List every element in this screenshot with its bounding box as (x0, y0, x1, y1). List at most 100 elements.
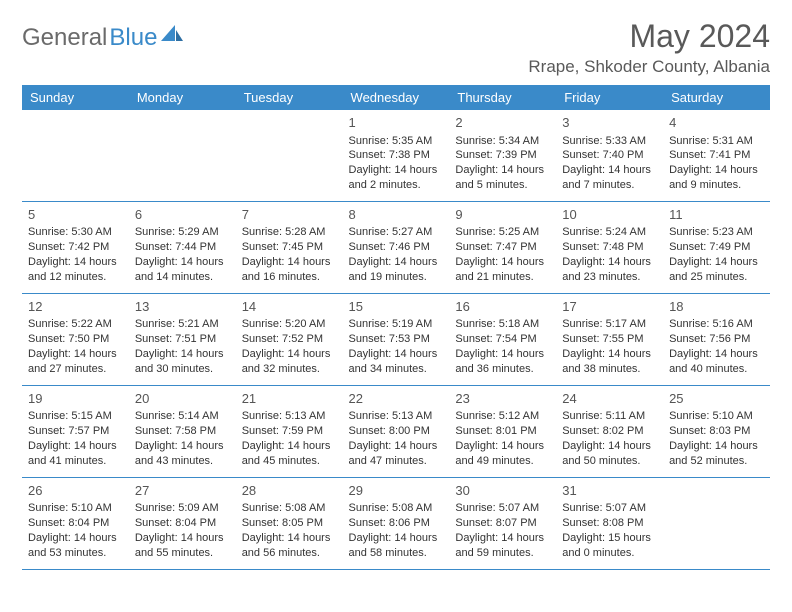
day-number: 1 (349, 114, 444, 132)
day-number: 25 (669, 390, 764, 408)
sunset-line: Sunset: 7:52 PM (242, 332, 337, 347)
weekday-header: Saturday (663, 85, 770, 110)
day-cell: 24Sunrise: 5:11 AMSunset: 8:02 PMDayligh… (556, 385, 663, 477)
brand-logo: GeneralBlue (22, 18, 183, 52)
day-cell: 20Sunrise: 5:14 AMSunset: 7:58 PMDayligh… (129, 385, 236, 477)
day-cell: 19Sunrise: 5:15 AMSunset: 7:57 PMDayligh… (22, 385, 129, 477)
sunset-line: Sunset: 7:44 PM (135, 240, 230, 255)
sunset-line: Sunset: 8:05 PM (242, 516, 337, 531)
table-row: 19Sunrise: 5:15 AMSunset: 7:57 PMDayligh… (22, 385, 770, 477)
daylight-line: Daylight: 14 hours and 7 minutes. (562, 163, 657, 193)
daylight-line: Daylight: 14 hours and 27 minutes. (28, 347, 123, 377)
sunrise-line: Sunrise: 5:25 AM (455, 225, 550, 240)
weekday-header: Friday (556, 85, 663, 110)
sunrise-line: Sunrise: 5:17 AM (562, 317, 657, 332)
day-number: 21 (242, 390, 337, 408)
sunset-line: Sunset: 8:07 PM (455, 516, 550, 531)
sunrise-line: Sunrise: 5:12 AM (455, 409, 550, 424)
daylight-line: Daylight: 14 hours and 30 minutes. (135, 347, 230, 377)
daylight-line: Daylight: 14 hours and 56 minutes. (242, 531, 337, 561)
day-number: 4 (669, 114, 764, 132)
weekday-header: Thursday (449, 85, 556, 110)
sunset-line: Sunset: 7:50 PM (28, 332, 123, 347)
brand-part2: Blue (109, 24, 157, 52)
calendar-table: SundayMondayTuesdayWednesdayThursdayFrid… (22, 85, 770, 570)
sunrise-line: Sunrise: 5:35 AM (349, 134, 444, 149)
daylight-line: Daylight: 14 hours and 38 minutes. (562, 347, 657, 377)
brand-part1: General (22, 24, 107, 52)
day-number: 28 (242, 482, 337, 500)
sunset-line: Sunset: 7:41 PM (669, 148, 764, 163)
sunset-line: Sunset: 8:02 PM (562, 424, 657, 439)
day-cell: 22Sunrise: 5:13 AMSunset: 8:00 PMDayligh… (343, 385, 450, 477)
sunset-line: Sunset: 8:04 PM (28, 516, 123, 531)
day-number: 3 (562, 114, 657, 132)
sunset-line: Sunset: 8:06 PM (349, 516, 444, 531)
weekday-header: Wednesday (343, 85, 450, 110)
sunset-line: Sunset: 7:40 PM (562, 148, 657, 163)
daylight-line: Daylight: 14 hours and 16 minutes. (242, 255, 337, 285)
day-cell: 25Sunrise: 5:10 AMSunset: 8:03 PMDayligh… (663, 385, 770, 477)
day-number: 29 (349, 482, 444, 500)
daylight-line: Daylight: 14 hours and 5 minutes. (455, 163, 550, 193)
daylight-line: Daylight: 14 hours and 34 minutes. (349, 347, 444, 377)
table-row: 12Sunrise: 5:22 AMSunset: 7:50 PMDayligh… (22, 293, 770, 385)
day-cell: 31Sunrise: 5:07 AMSunset: 8:08 PMDayligh… (556, 477, 663, 569)
daylight-line: Daylight: 14 hours and 19 minutes. (349, 255, 444, 285)
day-cell: 6Sunrise: 5:29 AMSunset: 7:44 PMDaylight… (129, 201, 236, 293)
day-number: 8 (349, 206, 444, 224)
day-cell: 21Sunrise: 5:13 AMSunset: 7:59 PMDayligh… (236, 385, 343, 477)
day-cell: 9Sunrise: 5:25 AMSunset: 7:47 PMDaylight… (449, 201, 556, 293)
sunrise-line: Sunrise: 5:21 AM (135, 317, 230, 332)
sunrise-line: Sunrise: 5:10 AM (669, 409, 764, 424)
sunrise-line: Sunrise: 5:20 AM (242, 317, 337, 332)
sunrise-line: Sunrise: 5:16 AM (669, 317, 764, 332)
sunrise-line: Sunrise: 5:33 AM (562, 134, 657, 149)
sunset-line: Sunset: 8:01 PM (455, 424, 550, 439)
sunrise-line: Sunrise: 5:34 AM (455, 134, 550, 149)
daylight-line: Daylight: 14 hours and 23 minutes. (562, 255, 657, 285)
location: Rrape, Shkoder County, Albania (528, 57, 770, 77)
day-number: 5 (28, 206, 123, 224)
day-number: 12 (28, 298, 123, 316)
sunset-line: Sunset: 7:58 PM (135, 424, 230, 439)
day-cell: 30Sunrise: 5:07 AMSunset: 8:07 PMDayligh… (449, 477, 556, 569)
sunrise-line: Sunrise: 5:13 AM (242, 409, 337, 424)
sunset-line: Sunset: 7:53 PM (349, 332, 444, 347)
sunrise-line: Sunrise: 5:10 AM (28, 501, 123, 516)
day-number: 11 (669, 206, 764, 224)
day-cell: 10Sunrise: 5:24 AMSunset: 7:48 PMDayligh… (556, 201, 663, 293)
daylight-line: Daylight: 14 hours and 40 minutes. (669, 347, 764, 377)
sail-icon (161, 25, 183, 48)
daylight-line: Daylight: 14 hours and 41 minutes. (28, 439, 123, 469)
daylight-line: Daylight: 14 hours and 59 minutes. (455, 531, 550, 561)
sunset-line: Sunset: 7:54 PM (455, 332, 550, 347)
daylight-line: Daylight: 14 hours and 55 minutes. (135, 531, 230, 561)
daylight-line: Daylight: 14 hours and 53 minutes. (28, 531, 123, 561)
sunset-line: Sunset: 7:46 PM (349, 240, 444, 255)
table-row: 5Sunrise: 5:30 AMSunset: 7:42 PMDaylight… (22, 201, 770, 293)
sunset-line: Sunset: 7:56 PM (669, 332, 764, 347)
daylight-line: Daylight: 14 hours and 50 minutes. (562, 439, 657, 469)
sunset-line: Sunset: 7:39 PM (455, 148, 550, 163)
daylight-line: Daylight: 14 hours and 58 minutes. (349, 531, 444, 561)
sunrise-line: Sunrise: 5:07 AM (455, 501, 550, 516)
weekday-header: Sunday (22, 85, 129, 110)
day-cell: 29Sunrise: 5:08 AMSunset: 8:06 PMDayligh… (343, 477, 450, 569)
day-number: 15 (349, 298, 444, 316)
weekday-header: Tuesday (236, 85, 343, 110)
daylight-line: Daylight: 14 hours and 47 minutes. (349, 439, 444, 469)
daylight-line: Daylight: 15 hours and 0 minutes. (562, 531, 657, 561)
table-row: 26Sunrise: 5:10 AMSunset: 8:04 PMDayligh… (22, 477, 770, 569)
day-number: 22 (349, 390, 444, 408)
day-cell: 17Sunrise: 5:17 AMSunset: 7:55 PMDayligh… (556, 293, 663, 385)
sunset-line: Sunset: 8:08 PM (562, 516, 657, 531)
day-number: 31 (562, 482, 657, 500)
day-cell: 26Sunrise: 5:10 AMSunset: 8:04 PMDayligh… (22, 477, 129, 569)
weekday-header: Monday (129, 85, 236, 110)
daylight-line: Daylight: 14 hours and 9 minutes. (669, 163, 764, 193)
day-number: 13 (135, 298, 230, 316)
day-cell (22, 110, 129, 201)
day-number: 24 (562, 390, 657, 408)
day-cell: 27Sunrise: 5:09 AMSunset: 8:04 PMDayligh… (129, 477, 236, 569)
